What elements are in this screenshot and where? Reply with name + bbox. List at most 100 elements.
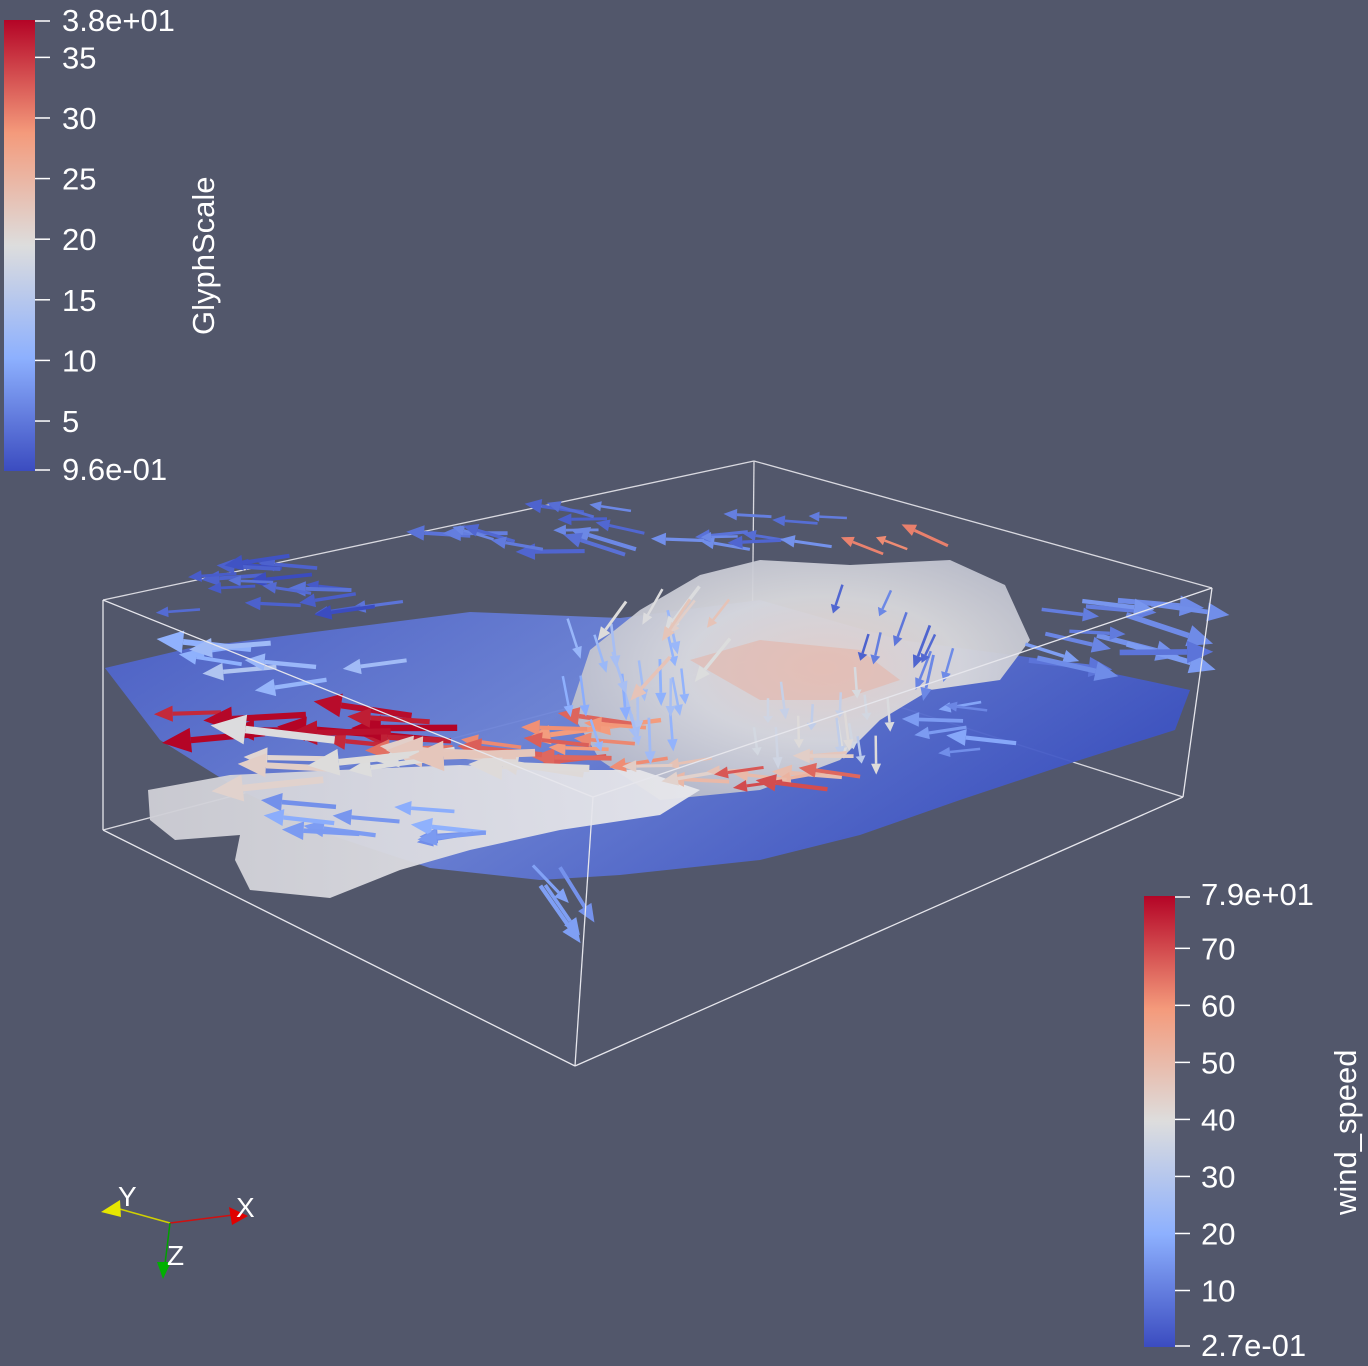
vector-glyph-head bbox=[207, 582, 222, 594]
vector-glyph-shaft bbox=[1024, 642, 1065, 659]
vector-glyph-shaft bbox=[918, 717, 964, 723]
vector-glyph-shaft bbox=[463, 529, 494, 541]
vector-glyph-head bbox=[491, 536, 507, 549]
vector-glyph-shaft bbox=[886, 698, 891, 723]
colorbar-tick-label: 10 bbox=[1201, 1274, 1235, 1309]
vector-glyph-shaft bbox=[965, 735, 1017, 746]
vector-glyph-head bbox=[665, 705, 676, 717]
vector-glyph-shaft bbox=[242, 776, 324, 792]
vector-glyph-head bbox=[630, 683, 647, 701]
vector-glyph-head bbox=[1206, 602, 1230, 622]
colorbar-tick-label: 30 bbox=[62, 101, 96, 136]
vector-glyph-head bbox=[523, 732, 543, 748]
glyphscale-min-label: 9.6e-01 bbox=[62, 452, 167, 487]
z-axis-label: Z bbox=[167, 1240, 184, 1271]
vector-glyph-head bbox=[332, 809, 353, 826]
orientation-axes-widget[interactable]: X Y Z bbox=[101, 1181, 255, 1279]
vector-glyph-shaft bbox=[874, 632, 882, 656]
colorbar-tick-label: 20 bbox=[62, 222, 96, 257]
vector-glyph-shaft bbox=[838, 692, 843, 711]
vector-glyph-head bbox=[281, 821, 305, 841]
vector-glyph-head bbox=[938, 746, 951, 758]
vector-glyph-shaft bbox=[647, 717, 652, 752]
vector-glyph-shaft bbox=[658, 659, 663, 693]
vector-glyph-shaft bbox=[578, 713, 634, 727]
vector-glyph-head bbox=[408, 740, 445, 772]
vector-glyph-head bbox=[914, 726, 930, 740]
vector-glyph-head bbox=[325, 732, 347, 750]
vector-glyph-head bbox=[920, 686, 932, 701]
vector-glyph-head bbox=[546, 501, 562, 513]
wind-speed-gradient bbox=[1144, 896, 1175, 1347]
y-axis-arrowhead bbox=[101, 1200, 121, 1217]
3d-scene[interactable] bbox=[102, 460, 1230, 1067]
colorbar-tick-label: 40 bbox=[1201, 1102, 1235, 1137]
vector-glyph-head bbox=[224, 554, 244, 571]
colorbar-tick-label: 20 bbox=[1201, 1216, 1235, 1251]
vector-glyph-head bbox=[772, 756, 783, 769]
vector-glyph-shaft bbox=[240, 579, 274, 584]
vector-glyph-shaft bbox=[774, 726, 779, 758]
vector-glyph-head bbox=[578, 902, 595, 923]
vector-glyph-shaft bbox=[861, 633, 870, 654]
vector-glyph-head bbox=[667, 738, 678, 752]
vector-glyph-head bbox=[593, 740, 604, 752]
vector-glyph-head bbox=[732, 768, 749, 782]
vector-glyph-shaft bbox=[579, 675, 586, 706]
vector-glyph-head bbox=[830, 603, 841, 614]
vector-glyph-head bbox=[260, 793, 283, 812]
vector-glyph-head bbox=[700, 532, 712, 543]
vector-glyph-shaft bbox=[579, 538, 626, 557]
vector-glyph-head bbox=[1186, 640, 1214, 664]
vector-glyph-shaft bbox=[881, 589, 893, 610]
vector-glyph-shaft bbox=[477, 528, 516, 543]
vector-glyph-shaft bbox=[561, 675, 570, 706]
vector-glyph-head bbox=[877, 606, 888, 617]
vector-glyph-shaft bbox=[331, 604, 376, 615]
vector-glyph-shaft bbox=[703, 637, 732, 671]
vector-glyph-shaft bbox=[668, 598, 692, 631]
vector-glyph-head bbox=[843, 739, 854, 752]
vector-glyph-head bbox=[394, 800, 412, 816]
vector-glyph-head bbox=[244, 653, 266, 671]
vector-glyph-head bbox=[779, 708, 790, 720]
vector-glyph-head bbox=[723, 508, 738, 521]
vector-glyph-head bbox=[563, 532, 584, 548]
vector-glyph-head bbox=[248, 571, 268, 587]
glyphscale-colorbar[interactable]: 35 30 25 20 15 10 5 3.8e+01 9.6e-01 GlyphScale bbox=[4, 3, 221, 487]
vector-glyph-head bbox=[780, 535, 796, 548]
vector-glyph-shaft bbox=[852, 540, 884, 556]
vector-glyph-shaft bbox=[351, 815, 400, 824]
vector-glyph-shaft bbox=[794, 539, 832, 549]
vector-glyph-shaft bbox=[267, 754, 329, 762]
wind-speed-colorbar[interactable]: 70 60 50 40 30 20 10 7.9e+01 2.7e-01 wind_spee… bbox=[1144, 877, 1363, 1363]
vector-glyph-head bbox=[237, 753, 267, 778]
vector-glyph-shaft bbox=[775, 780, 828, 792]
vector-glyph-shaft bbox=[338, 750, 420, 766]
vector-glyph-head bbox=[162, 727, 193, 753]
vector-glyph-shaft bbox=[956, 705, 988, 712]
vector-glyph-head bbox=[521, 719, 540, 736]
vector-glyph-head bbox=[851, 689, 862, 699]
vector-glyph-shaft bbox=[928, 725, 967, 735]
colorbar-tick-label: 25 bbox=[62, 162, 96, 197]
vector-glyph-shaft bbox=[674, 599, 696, 626]
wind-speed-title: wind_speed bbox=[1328, 1050, 1363, 1216]
vector-glyph-head bbox=[188, 570, 203, 582]
vector-glyph-shaft bbox=[219, 573, 266, 581]
x-axis-line bbox=[169, 1214, 234, 1224]
vector-glyph-head bbox=[792, 748, 810, 764]
vector-glyph-shaft bbox=[505, 541, 544, 551]
vector-glyph-head bbox=[669, 640, 681, 655]
vector-glyph-head bbox=[548, 740, 566, 756]
vector-glyph-head bbox=[178, 649, 198, 665]
colorbar-tick-label: 30 bbox=[1201, 1159, 1235, 1194]
vector-glyph-shaft bbox=[636, 763, 673, 768]
vector-glyph-shaft bbox=[604, 600, 628, 631]
vector-glyph-shaft bbox=[283, 815, 335, 826]
vector-glyph-shaft bbox=[819, 515, 847, 520]
colorbar-tick-label: 50 bbox=[1201, 1045, 1235, 1080]
vector-glyph-shaft bbox=[847, 723, 854, 743]
vector-glyph-head bbox=[314, 605, 333, 620]
